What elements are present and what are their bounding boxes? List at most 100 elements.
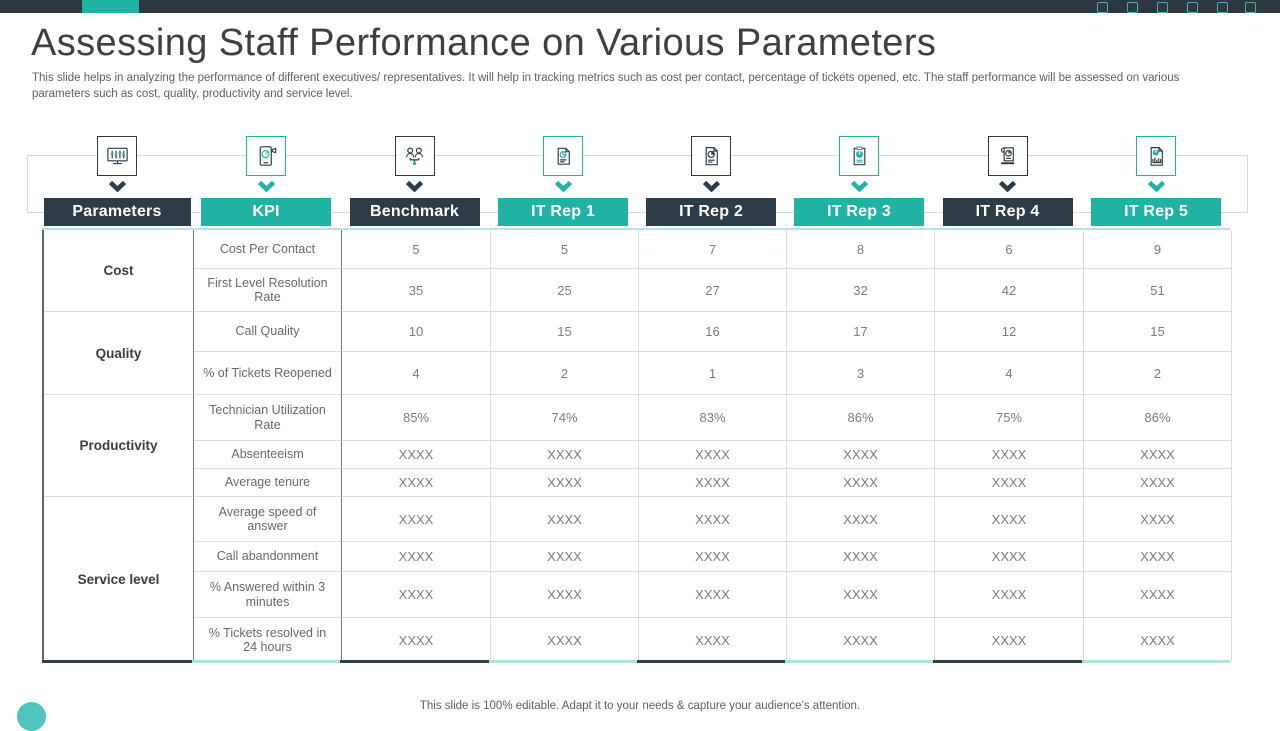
- value-cell: XXXX: [491, 541, 639, 571]
- value-cell: 16: [639, 311, 787, 351]
- value-cell: XXXX: [935, 571, 1084, 617]
- topbar-mini-icon: [1127, 2, 1138, 13]
- header-frame: [27, 155, 1248, 213]
- report-bar-pie-icon: [1136, 136, 1176, 176]
- value-cell: XXXX: [491, 496, 639, 541]
- header-column: KPI: [192, 136, 340, 226]
- value-cell: XXXX: [1084, 496, 1232, 541]
- value-cell: 86%: [1084, 394, 1232, 440]
- column-header: IT Rep 3: [794, 198, 924, 226]
- value-cell: XXXX: [1084, 541, 1232, 571]
- monitor-sliders-icon: [97, 136, 137, 176]
- value-cell: 3: [787, 351, 935, 394]
- value-cell: XXXX: [1084, 617, 1232, 662]
- value-cell: XXXX: [491, 617, 639, 662]
- value-cell: 2: [1084, 351, 1232, 394]
- value-cell: XXXX: [639, 571, 787, 617]
- topbar-mini-icon: [1217, 2, 1228, 13]
- header-column: Parameters: [42, 136, 192, 226]
- kpi-cell: Average speed of answer: [194, 496, 342, 541]
- page-title: Assessing Staff Performance on Various P…: [31, 22, 937, 64]
- header-column: IT Rep 3: [785, 136, 933, 226]
- value-cell: XXXX: [787, 496, 935, 541]
- column-header: IT Rep 1: [498, 198, 628, 226]
- top-bar-accent: [82, 0, 139, 13]
- table-bottom-accent: [42, 660, 1230, 663]
- value-cell: 9: [1084, 230, 1232, 268]
- value-cell: XXXX: [639, 496, 787, 541]
- kpi-cell: % Answered within 3 minutes: [194, 571, 342, 617]
- group-cell: Productivity: [44, 394, 194, 496]
- kpi-cell: Cost Per Contact: [194, 230, 342, 268]
- performance-table: Cost Cost Per Contact 5 5 7 8 6 9 First Level Re…: [42, 230, 1232, 662]
- kpi-cell: Call Quality: [194, 311, 342, 351]
- value-cell: 5: [491, 230, 639, 268]
- corner-accent-dot: [17, 702, 46, 731]
- value-cell: XXXX: [787, 617, 935, 662]
- header-column: IT Rep 5: [1082, 136, 1230, 226]
- top-bar: [0, 0, 1280, 13]
- column-header: KPI: [201, 198, 331, 226]
- value-cell: 17: [787, 311, 935, 351]
- kpi-cell: First Level Resolution Rate: [194, 268, 342, 311]
- people-network-icon: [394, 136, 435, 176]
- kpi-cell: Call abandonment: [194, 541, 342, 571]
- value-cell: XXXX: [639, 541, 787, 571]
- column-header: Parameters: [43, 198, 191, 226]
- value-cell: 85%: [342, 394, 491, 440]
- value-cell: 1: [639, 351, 787, 394]
- kpi-cell: Technician Utilization Rate: [194, 394, 342, 440]
- value-cell: XXXX: [1084, 440, 1232, 468]
- value-cell: XXXX: [491, 440, 639, 468]
- value-cell: 4: [935, 351, 1084, 394]
- value-cell: XXXX: [342, 571, 491, 617]
- header-column: IT Rep 2: [637, 136, 785, 226]
- kpi-cell: Average tenure: [194, 468, 342, 496]
- value-cell: XXXX: [1084, 468, 1232, 496]
- group-cell: Quality: [44, 311, 194, 394]
- group-cell: Service level: [44, 496, 194, 662]
- value-cell: XXXX: [639, 617, 787, 662]
- topbar-mini-icon: [1187, 2, 1198, 13]
- chevron-down-icon: [405, 179, 424, 193]
- header-column: Benchmark: [340, 136, 489, 226]
- value-cell: 74%: [491, 394, 639, 440]
- table-top-accent: [42, 228, 1230, 230]
- value-cell: 5: [342, 230, 491, 268]
- value-cell: 6: [935, 230, 1084, 268]
- column-header: IT Rep 2: [646, 198, 776, 226]
- value-cell: XXXX: [342, 440, 491, 468]
- chevron-down-icon: [998, 179, 1017, 193]
- chevron-down-icon: [257, 179, 276, 193]
- value-cell: XXXX: [491, 468, 639, 496]
- mobile-gauge-icon: [246, 136, 286, 176]
- value-cell: 10: [342, 311, 491, 351]
- value-cell: XXXX: [787, 468, 935, 496]
- value-cell: 42: [935, 268, 1084, 311]
- column-header: IT Rep 5: [1091, 198, 1221, 226]
- value-cell: 83%: [639, 394, 787, 440]
- footer-note: This slide is 100% editable. Adapt it to…: [419, 700, 861, 712]
- kpi-cell: % of Tickets Reopened: [194, 351, 342, 394]
- value-cell: 51: [1084, 268, 1232, 311]
- value-cell: XXXX: [787, 541, 935, 571]
- value-cell: 15: [491, 311, 639, 351]
- value-cell: 32: [787, 268, 935, 311]
- value-cell: XXXX: [935, 617, 1084, 662]
- value-cell: XXXX: [639, 468, 787, 496]
- value-cell: 15: [1084, 311, 1232, 351]
- value-cell: XXXX: [935, 541, 1084, 571]
- chevron-down-icon: [850, 179, 869, 193]
- chevron-down-icon: [554, 179, 573, 193]
- value-cell: XXXX: [491, 571, 639, 617]
- chevron-down-icon: [1147, 179, 1166, 193]
- value-cell: 35: [342, 268, 491, 311]
- column-header: Benchmark: [349, 198, 480, 226]
- scroll-chart-icon: [987, 136, 1028, 176]
- header-column: IT Rep 1: [489, 136, 637, 226]
- value-cell: XXXX: [639, 440, 787, 468]
- report-pie-icon: [543, 136, 583, 176]
- value-cell: 4: [342, 351, 491, 394]
- value-cell: 2: [491, 351, 639, 394]
- slide-subtitle: This slide helps in analyzing the perfor…: [32, 72, 1180, 100]
